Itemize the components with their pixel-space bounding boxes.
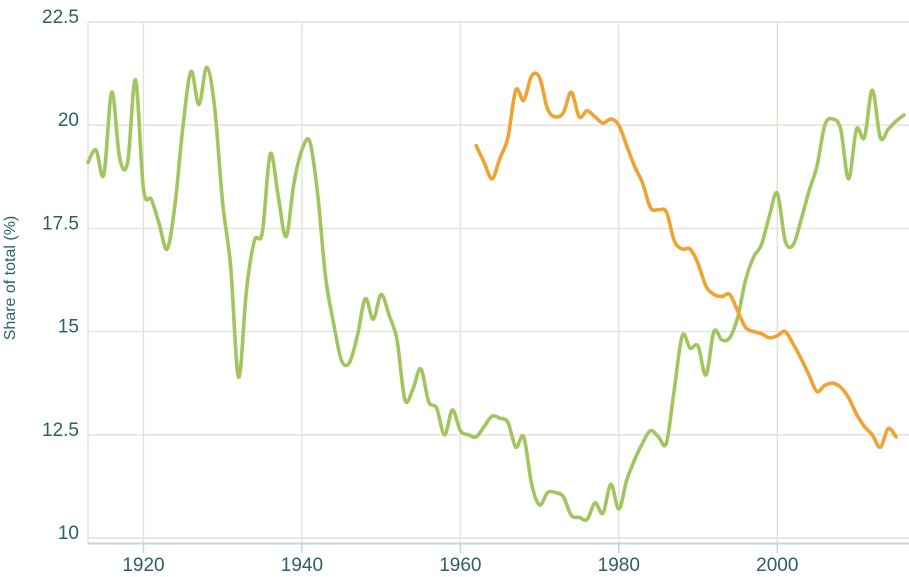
y-tick-label: 22.5 <box>42 7 79 28</box>
x-tick-label: 1940 <box>281 555 323 576</box>
y-tick-label: 17.5 <box>42 213 79 234</box>
grid-layer <box>87 21 909 544</box>
y-tick-label: 15 <box>58 317 79 338</box>
series-line-orange-series <box>474 71 898 449</box>
x-tick-label: 1920 <box>122 555 164 576</box>
y-axis-title: Share of total (%) <box>2 216 19 341</box>
y-tick-label: 10 <box>58 523 79 544</box>
x-tick-label: 1980 <box>598 555 640 576</box>
y-tick-label: 20 <box>58 110 79 131</box>
series-line-green-series <box>86 65 906 522</box>
series-layer <box>86 65 906 522</box>
axis-layer <box>88 542 909 553</box>
y-tick-label: 12.5 <box>42 420 79 441</box>
x-tick-label: 1960 <box>439 555 481 576</box>
label-layer: 10 12.5 15 17.5 20 22.5 1920 1940 1960 1980 2000 <box>42 7 798 576</box>
x-tick-label: 2000 <box>756 555 798 576</box>
